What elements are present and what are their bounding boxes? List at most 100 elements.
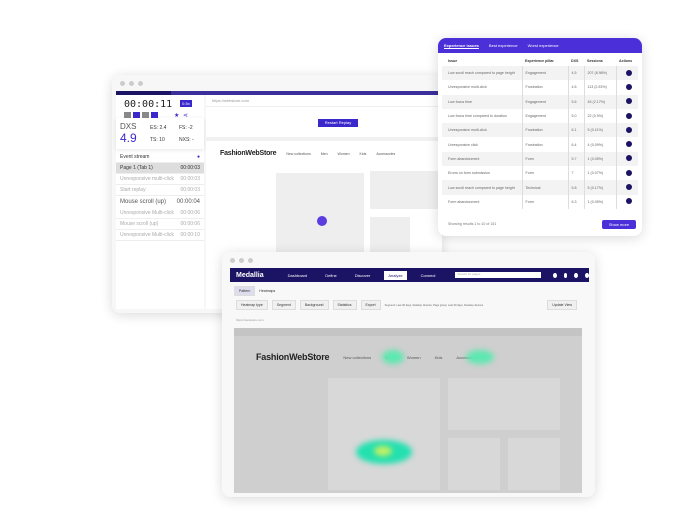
tab-best-experience[interactable]: Best experience: [488, 43, 518, 48]
search-input[interactable]: Search for pages: [455, 272, 541, 278]
action-icon[interactable]: [625, 126, 632, 133]
event-item[interactable]: Start replay 00:00:03: [116, 185, 204, 196]
tab-experience-issues[interactable]: Experience issues: [444, 43, 479, 48]
filter-statistics[interactable]: Statistics: [332, 300, 357, 310]
nav-item: New collections: [286, 151, 311, 156]
row-action[interactable]: [616, 195, 638, 209]
row-action[interactable]: [616, 166, 638, 180]
restart-replay-button[interactable]: Restart Replay: [318, 119, 358, 127]
sessions: 1 (0.07%): [584, 166, 617, 181]
product-bag-image: [276, 173, 364, 253]
event-item[interactable]: Unresponsive multi-click 00:00:03: [116, 174, 204, 185]
event-label: Mouse scroll (up): [120, 221, 159, 227]
action-icon[interactable]: [625, 198, 632, 205]
help-icon[interactable]: [563, 272, 568, 278]
cursor-marker: [317, 216, 327, 226]
column-header: Actions: [619, 59, 633, 63]
replay-timer: 00:00:11: [124, 99, 173, 110]
experience-pillar: Form: [522, 151, 569, 167]
event-item[interactable]: Mouse scroll (up) 00:00:06: [116, 219, 204, 230]
table-row: Unresponsive click Frustration 6.4 4 (0.09%…: [442, 137, 638, 152]
dxs-panel: DXS 4.9 ES: 2.4 FS: -2 TS: 10 NXS: -: [116, 118, 204, 149]
playback-controls: ★ ⋖: [116, 112, 204, 119]
scroll-event[interactable]: Mouse scroll (up) 00:00:04: [116, 196, 204, 208]
tab-define[interactable]: Define: [325, 272, 337, 278]
event-item[interactable]: Unresponsive Multi-click 00:00:06: [116, 208, 204, 219]
table-row: Low scroll reach compared to page height…: [442, 66, 638, 81]
issue-name: Low focus time compared to duration: [442, 108, 523, 124]
row-action[interactable]: [616, 137, 638, 151]
notification-icon[interactable]: [552, 272, 557, 278]
issue-name: Unresponsive click: [442, 137, 523, 152]
row-action[interactable]: [616, 80, 638, 94]
skip-button[interactable]: [151, 112, 158, 118]
action-icon[interactable]: [625, 83, 632, 90]
row-action[interactable]: [616, 109, 638, 123]
dxs-score: 5.8: [568, 180, 585, 195]
star-icon[interactable]: ★: [174, 113, 180, 119]
product-shirt-image: [370, 217, 410, 253]
action-icon[interactable]: [625, 184, 632, 191]
fs-score: FS: -2: [179, 125, 193, 131]
nav-item: Men: [320, 151, 328, 156]
dxs-score: 5.6: [568, 94, 585, 109]
issue-name: Low scroll reach compared to page height: [442, 66, 523, 81]
row-action[interactable]: [616, 123, 638, 138]
filter-background[interactable]: Background: [299, 300, 329, 310]
column-header: DXS: [571, 59, 579, 63]
filter-heatmap-type[interactable]: Heatmap type: [236, 300, 268, 310]
replay-sidebar: 00:00:11 0.5x ★ ⋖ DXS 4.9 ES: 2.4 FS: -2 T…: [116, 95, 204, 309]
nav-item: Kids: [359, 151, 367, 156]
sessions: 113 (2.53%): [584, 80, 617, 95]
es-score: ES: 2.4: [150, 125, 167, 131]
step-back-button[interactable]: [124, 112, 131, 118]
show-more-button[interactable]: Show more: [602, 220, 636, 229]
share-icon[interactable]: ⋖: [183, 113, 189, 119]
tab-connect[interactable]: Connect: [420, 272, 436, 278]
table-row: Low focus time Engagement 5.6 45 (2.17%): [442, 94, 638, 109]
action-icon[interactable]: [625, 169, 632, 176]
filter-segment[interactable]: Segment: [271, 300, 296, 310]
event-item[interactable]: Page 1 (Tab 1) 00:00:03: [116, 163, 204, 174]
event-stream-label: Event stream: [120, 154, 150, 160]
action-icon[interactable]: [625, 141, 632, 148]
product-tshirt-image: [508, 438, 560, 490]
experience-pillar: Engagement: [522, 66, 569, 81]
action-icon[interactable]: [625, 69, 632, 76]
play-button[interactable]: [133, 112, 140, 118]
user-icon[interactable]: [585, 272, 590, 278]
event-label: Unresponsive multi-click: [120, 176, 174, 182]
event-item[interactable]: Unresponsive Multi-click 00:00:10: [116, 230, 204, 241]
page-url-select[interactable]: https://webstore.com: [236, 318, 264, 322]
speed-button[interactable]: 0.5x: [180, 100, 192, 107]
action-icon[interactable]: [625, 98, 632, 105]
row-action[interactable]: [616, 151, 638, 167]
row-action[interactable]: [616, 66, 638, 81]
filter-export[interactable]: Export: [360, 300, 381, 310]
nxs-score: NXS: -: [179, 136, 194, 143]
row-action[interactable]: [616, 94, 638, 109]
update-view-button[interactable]: Update View: [547, 300, 577, 310]
issue-name: Form abandonment: [442, 151, 523, 167]
settings-icon[interactable]: [574, 272, 579, 278]
subtab-pattern[interactable]: Pattern: [234, 286, 256, 296]
issue-name: Unresponsive multi-click: [442, 123, 523, 138]
step-forward-button[interactable]: [142, 112, 149, 118]
table-row: Unresponsive multi-click Frustration 4.6 11…: [442, 80, 638, 95]
action-icon[interactable]: [625, 112, 632, 119]
tab-analyze[interactable]: Analyze: [384, 270, 407, 280]
replay-progress-bar[interactable]: [116, 91, 438, 95]
tab-discover[interactable]: Discover: [354, 272, 371, 278]
action-icon[interactable]: [625, 155, 632, 162]
dxs-score: 5.0: [568, 108, 585, 124]
top-navigation: Medallia Dashboard Define Discover Analy…: [230, 268, 590, 282]
experience-pillar: Form: [522, 194, 569, 209]
event-time: 00:00:03: [180, 187, 200, 193]
ts-score: TS: 10: [150, 136, 165, 143]
row-action[interactable]: [616, 180, 638, 195]
tab-dashboard[interactable]: Dashboard: [287, 272, 308, 278]
event-label: Unresponsive Multi-click: [120, 210, 174, 216]
tab-worst-experience[interactable]: Worst experience: [527, 43, 559, 48]
sessions: 1 (0.05%): [584, 151, 617, 167]
subtab-heatmaps[interactable]: Heatmaps: [259, 289, 276, 293]
